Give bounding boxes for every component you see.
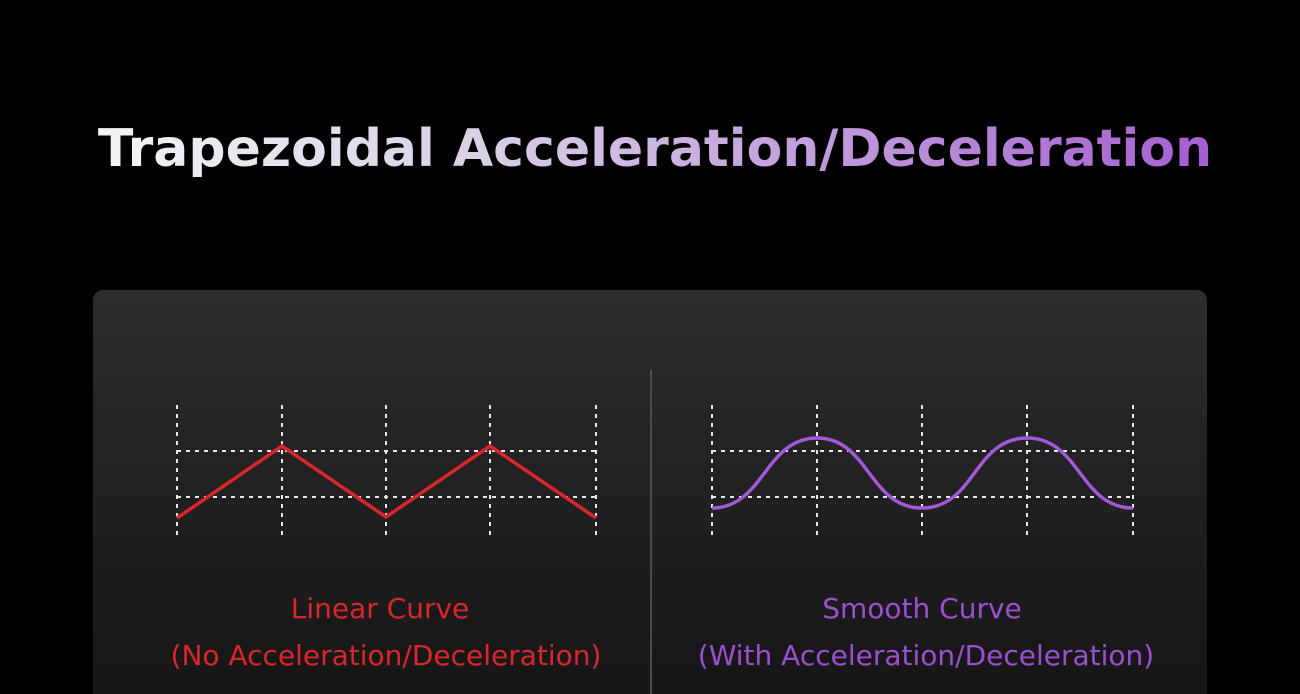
linear-curve	[176, 443, 597, 520]
panel-label: Linear Curve	[291, 592, 470, 625]
panel	[93, 290, 1207, 694]
smooth-curve	[711, 436, 1134, 510]
panel-label: Smooth Curve	[822, 592, 1022, 625]
linear-diagram	[176, 405, 597, 540]
panel-sublabel: (With Acceleration/Deceleration)	[698, 639, 1154, 672]
smooth-diagram	[711, 405, 1134, 540]
panel-sublabel: (No Acceleration/Deceleration)	[171, 639, 602, 672]
slide-title: Trapezoidal Acceleration/Deceleration	[98, 119, 1212, 179]
